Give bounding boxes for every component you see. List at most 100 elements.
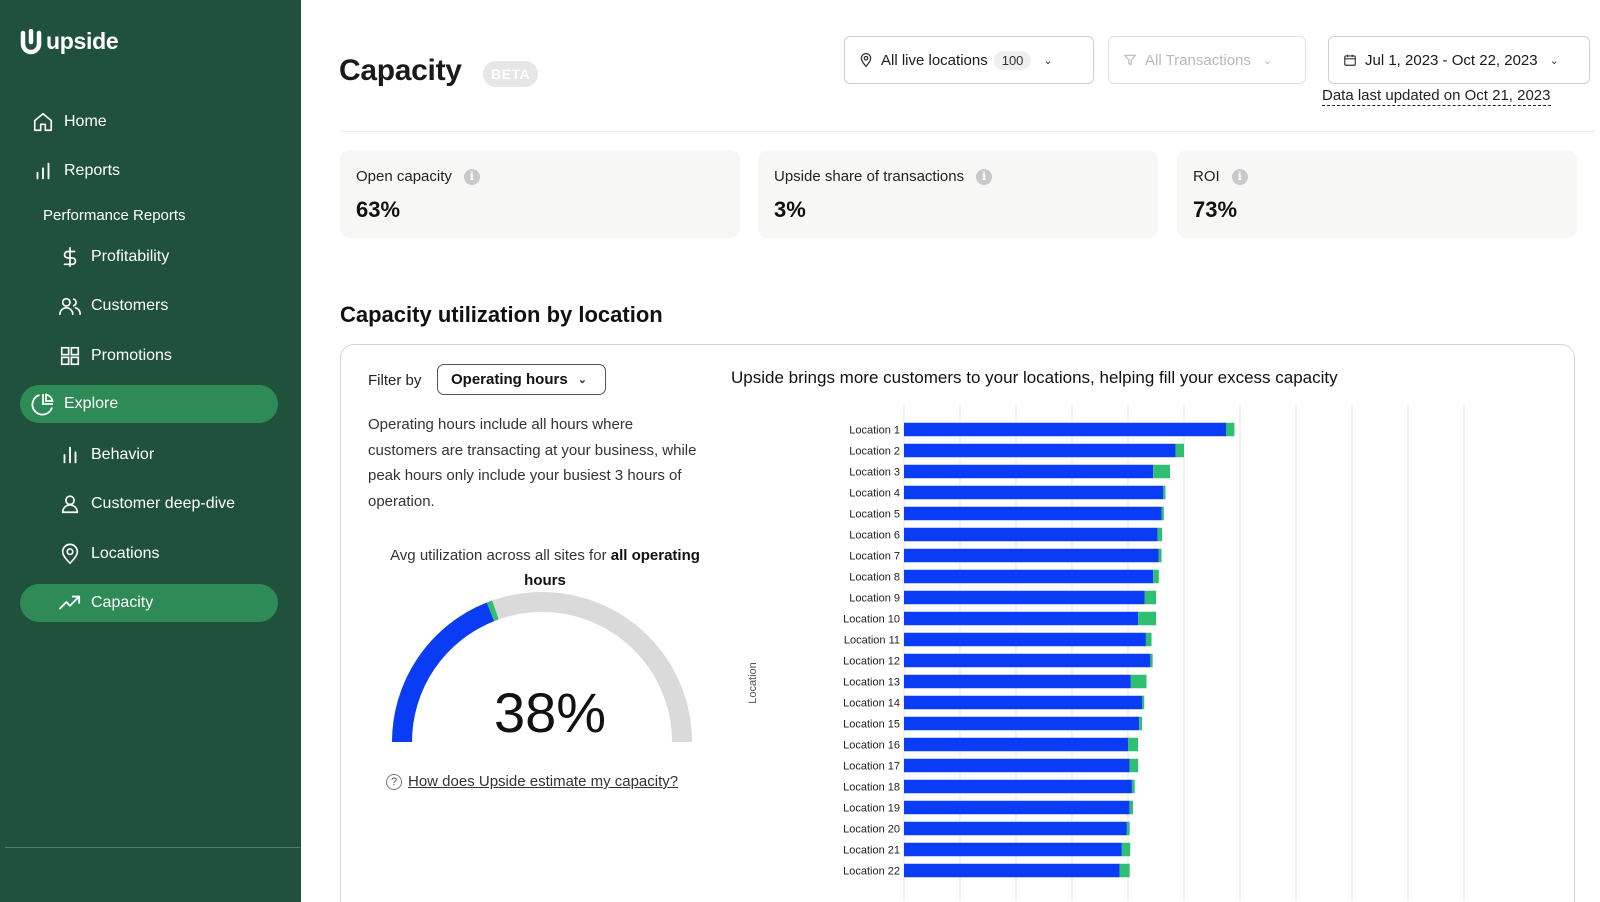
bar-upside-share	[1126, 821, 1130, 836]
bar-chart-icon	[30, 158, 56, 184]
sidebar-item-profitability[interactable]: Profitability	[57, 238, 169, 276]
sidebar-item-label: Locations	[91, 545, 160, 562]
section-title: Capacity utilization by location	[340, 302, 663, 327]
bar-utilization	[904, 485, 1164, 500]
sidebar-item-promotions[interactable]: Promotions	[57, 337, 172, 375]
bar-upside-share	[1121, 842, 1131, 857]
bar-utilization	[904, 716, 1140, 731]
sidebar-item-label: Reports	[64, 162, 121, 179]
bar-utilization	[904, 653, 1151, 668]
info-icon[interactable]: i	[1231, 168, 1248, 185]
bar-utilization	[904, 863, 1120, 878]
user-icon	[57, 491, 83, 517]
sidebar-item-locations[interactable]: Locations	[57, 535, 160, 573]
bar-upside-share	[1130, 674, 1147, 689]
bar-upside-share	[1158, 548, 1162, 563]
bar-upside-share	[1129, 800, 1134, 815]
sidebar-section-performance-reports[interactable]: Performance Reports	[43, 207, 186, 224]
chevron-down-icon: ⌄	[1262, 54, 1273, 67]
bar-upside-share	[1163, 485, 1166, 500]
category-label: Location 13	[843, 677, 900, 689]
kpi-value: 73%	[1193, 197, 1238, 222]
utilization-gauge	[392, 592, 692, 743]
sidebar-item-label: Customers	[91, 297, 169, 314]
kpi-card-open-capacity: Open capacity i 63%	[340, 150, 740, 238]
kpi-label: ROI	[1193, 168, 1220, 185]
chart-title: Upside brings more customers to your loc…	[731, 368, 1338, 387]
bar-utilization	[904, 674, 1131, 689]
kpi-value: 63%	[356, 197, 401, 222]
category-label: Location 14	[843, 698, 900, 710]
bar-upside-share	[1161, 506, 1164, 521]
help-link-text: How does Upside estimate my capacity?	[408, 773, 679, 790]
bar-utilization	[904, 632, 1146, 647]
calendar-icon	[1343, 53, 1357, 67]
grid-icon	[57, 343, 83, 369]
kpi-card-roi: ROI i 73%	[1177, 150, 1577, 238]
pie-chart-icon	[30, 391, 56, 417]
category-label: Location 18	[843, 782, 900, 794]
bar-utilization	[904, 779, 1132, 794]
home-icon	[30, 109, 56, 135]
bar-utilization	[904, 590, 1145, 605]
sidebar-item-label: Capacity	[91, 594, 154, 611]
sidebar-item-reports[interactable]: Reports	[30, 152, 120, 190]
category-label: Location 22	[843, 866, 900, 878]
kpi-label: Upside share of transactions	[774, 168, 965, 185]
sidebar-item-label: Home	[64, 113, 107, 130]
location-filter-button[interactable]: All live locations 100 ⌄	[844, 36, 1094, 84]
sidebar-item-capacity[interactable]: Capacity	[20, 584, 278, 622]
bar-utilization	[904, 506, 1162, 521]
sidebar: upside Home Reports Performance Reports …	[0, 0, 301, 902]
dollar-icon	[57, 244, 83, 270]
hours-filter-select[interactable]: Operating hours ⌄	[437, 364, 606, 395]
sidebar-item-home[interactable]: Home	[30, 103, 107, 141]
category-label: Location 17	[843, 761, 900, 773]
gauge-caption-bold: all operating hours	[524, 547, 700, 589]
bar-utilization	[904, 842, 1122, 857]
bar-utilization	[904, 443, 1176, 458]
bar-chart-icon	[57, 442, 83, 468]
beta-badge: BETA	[483, 61, 539, 87]
sidebar-item-customers[interactable]: Customers	[57, 287, 168, 325]
capacity-help-link[interactable]: ? How does Upside estimate my capacity?	[386, 773, 678, 790]
bar-upside-share	[1119, 863, 1130, 878]
gauge-upside-share	[486, 600, 499, 622]
category-label: Location 1	[849, 425, 900, 437]
date-range-filter-button[interactable]: Jul 1, 2023 - Oct 22, 2023 ⌄	[1328, 36, 1590, 84]
category-label: Location 2	[849, 446, 900, 458]
category-label: Location 16	[843, 740, 900, 752]
category-label: Location 4	[849, 488, 900, 500]
data-updated-note[interactable]: Data last updated on Oct 21, 2023	[1322, 87, 1551, 106]
transaction-filter-button[interactable]: All Transactions ⌄	[1108, 36, 1306, 84]
sidebar-item-explore[interactable]: Explore	[20, 385, 278, 423]
brand-name: upside	[46, 28, 119, 54]
info-icon[interactable]: i	[463, 168, 480, 185]
transaction-filter-label: All Transactions	[1145, 51, 1251, 69]
upside-logo[interactable]: upside	[20, 28, 119, 55]
bar-upside-share	[1129, 758, 1139, 773]
sidebar-item-customer-deep-dive[interactable]: Customer deep-dive	[57, 485, 235, 523]
capacity-bar-chart: Location Location 1 Location 2 Location 3 Lo…	[747, 405, 1465, 900]
location-count-badge: 100	[993, 50, 1032, 70]
bar-upside-share	[1131, 779, 1135, 794]
bar-upside-share	[1175, 443, 1184, 458]
category-label: Location 6	[849, 530, 900, 542]
sidebar-item-behavior[interactable]: Behavior	[57, 436, 154, 474]
chevron-down-icon: ⌄	[577, 374, 587, 386]
users-icon	[57, 293, 83, 319]
sidebar-item-label: Profitability	[91, 248, 170, 265]
bar-upside-share	[1144, 590, 1156, 605]
filter-by-label: Filter by	[368, 372, 422, 389]
category-label: Location 19	[843, 803, 900, 815]
filter-description: Operating hours include all hours where …	[368, 416, 697, 510]
category-label: Location 21	[843, 845, 900, 857]
sidebar-item-label: Explore	[64, 395, 119, 412]
header-divider	[340, 131, 1595, 132]
category-label: Location 5	[849, 509, 900, 521]
kpi-label: Open capacity	[356, 168, 452, 185]
info-icon[interactable]: i	[976, 168, 993, 185]
bar-utilization	[904, 737, 1128, 752]
chevron-down-icon: ⌄	[1549, 54, 1559, 67]
category-label: Location 10	[843, 614, 900, 626]
